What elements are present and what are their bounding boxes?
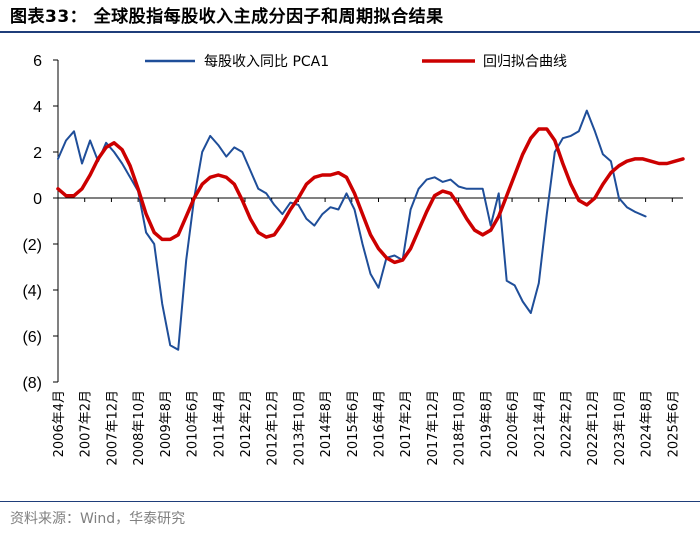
x-tick-label: 2016年4月: [373, 390, 388, 457]
legend-label: 回归拟合曲线: [483, 53, 567, 70]
x-tick-label: 2021年4月: [533, 390, 548, 457]
y-tick-label: (4): [22, 283, 42, 300]
y-tick-label: (8): [22, 375, 42, 392]
series-layer: [56, 109, 685, 351]
axis-layer: 6 4 2 0 (2) (4) (6) (8) 2006年4月 2007年2月 2007年12月 20…: [22, 53, 683, 466]
source-note: 资料来源：Wind，华泰研究: [10, 511, 186, 527]
x-tick-label: 2008年10月: [132, 390, 147, 466]
legend-label: 每股收入同比 PCA1: [204, 54, 329, 70]
x-tick-label: 2019年8月: [479, 390, 494, 457]
x-tick-label: 2007年12月: [105, 390, 120, 466]
x-tick-label: 2023年10月: [613, 390, 628, 466]
x-tick-label: 2007年2月: [79, 390, 94, 457]
x-tick-label: 2014年8月: [319, 390, 334, 457]
y-tick-label: (6): [22, 329, 42, 346]
x-tick-label: 2013年10月: [292, 390, 307, 466]
x-tick-label: 2012年2月: [239, 390, 254, 457]
x-tick-label: 2017年12月: [426, 390, 441, 466]
x-tick-label: 2020年6月: [506, 390, 521, 457]
series-fit-line: [56, 127, 685, 265]
x-tick-label: 2017年2月: [399, 390, 414, 457]
x-tick-label: 2010年6月: [186, 390, 201, 457]
footer-divider: [0, 501, 700, 502]
x-tick-label: 2011年4月: [212, 390, 227, 457]
x-tick-label: 2024年8月: [640, 390, 655, 457]
chart-area: 6 4 2 0 (2) (4) (6) (8) 2006年4月 2007年2月 2007年12月 20…: [22, 53, 685, 466]
y-tick-label: 0: [33, 191, 42, 208]
x-tick-label: 2009年8月: [159, 390, 174, 457]
x-tick-label: 2015年6月: [346, 390, 361, 457]
chart-title: 图表33： 全球股指每股收入主成分因子和周期拟合结果: [10, 7, 444, 27]
title-divider: [0, 31, 700, 33]
x-tick-label: 2025年6月: [666, 390, 681, 457]
y-tick-label: 6: [33, 53, 42, 70]
y-tick-label: (2): [22, 237, 42, 254]
x-tick-label: 2006年4月: [52, 390, 67, 457]
x-tick-label: 2018年10月: [453, 390, 468, 466]
x-tick-label: 2022年12月: [586, 390, 601, 466]
legend: 每股收入同比 PCA1 回归拟合曲线: [145, 53, 567, 70]
x-tick-label: 2022年2月: [559, 390, 574, 457]
x-tick-label: 2012年12月: [266, 390, 281, 466]
y-tick-label: 2: [33, 145, 42, 162]
series-pca1-line: [57, 109, 647, 351]
y-tick-label: 4: [33, 99, 42, 116]
